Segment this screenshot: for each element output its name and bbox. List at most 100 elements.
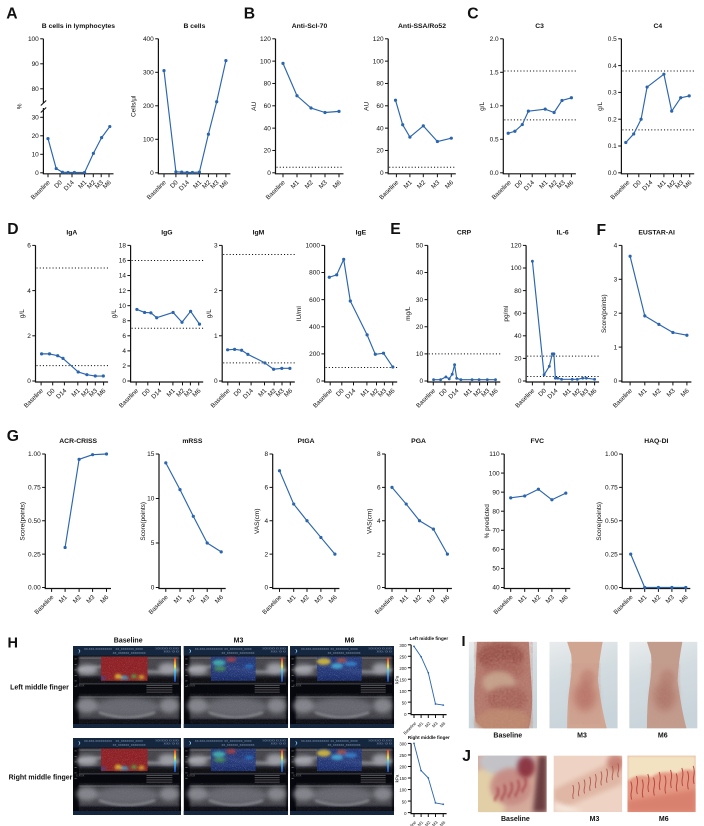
svg-text:Baseline: Baseline [612,594,634,616]
svg-text:0: 0 [518,378,522,385]
svg-text:0.0: 0.0 [608,170,617,177]
svg-text:M3: M3 [183,387,194,398]
svg-text:M2: M2 [424,720,432,728]
svg-text:X XX/X: X XX/X [187,683,196,687]
svg-text:2: 2 [27,333,31,340]
svg-text:0: 0 [122,378,126,385]
svg-text:0.5: 0.5 [608,36,617,43]
svg-text:Baseline: Baseline [265,179,287,201]
svg-text:12: 12 [119,288,127,295]
svg-text:XX_XXXXXX_XXXXXXXX: XX_XXXXXX_XXXXXXXX [328,743,361,747]
svg-text:XXXX / XX XX: XXXX / XX XX [377,742,393,745]
svg-text:1.00: 1.00 [605,451,618,458]
svg-text:VAS(cm): VAS(cm) [254,508,261,534]
svg-text:Baseline: Baseline [30,179,52,201]
svg-text:IU/ml: IU/ml [296,306,303,322]
svg-text:M6: M6 [558,594,569,605]
svg-text:VAS(cm): VAS(cm) [367,508,374,534]
svg-text:CRP: CRP [457,230,472,237]
svg-text:0: 0 [419,378,423,385]
svg-text:M6: M6 [191,387,202,398]
svg-text:Baseline: Baseline [493,733,522,740]
svg-text:0.25: 0.25 [28,551,41,558]
svg-text:XXXX / XX XX: XXXX / XX XX [164,742,180,745]
svg-text:2: 2 [264,551,268,558]
svg-text:3: 3 [614,277,618,284]
svg-text:Cells/μl: Cells/μl [131,95,138,117]
svg-text:AU: AU [364,101,371,110]
svg-text:0.4: 0.4 [608,63,617,70]
svg-text:B cells: B cells [183,23,205,30]
svg-text:D14: D14 [447,387,460,400]
svg-text:J: J [462,748,471,765]
svg-text:M3: M3 [480,387,491,398]
svg-text:B cells in lymphocytes: B cells in lymphocytes [42,23,116,30]
svg-text:4: 4 [614,243,618,250]
svg-text:Baseline: Baseline [609,179,631,201]
svg-text:M1: M1 [637,594,648,605]
svg-text:M2: M2 [412,594,423,605]
svg-text:0.50: 0.50 [605,518,618,525]
svg-text:600: 600 [309,297,320,304]
svg-text:2.0: 2.0 [490,36,499,43]
svg-text:300: 300 [399,742,407,747]
svg-text:150: 150 [399,677,407,682]
svg-text:Left middle finger: Left middle finger [410,636,449,641]
svg-text:M2: M2 [369,387,380,398]
svg-text:M6: M6 [345,638,355,645]
svg-text:M3: M3 [556,179,567,190]
svg-text:Baseline: Baseline [378,179,400,201]
svg-text:M2: M2 [86,179,97,190]
svg-text:g/L: g/L [19,309,26,318]
svg-text:18: 18 [119,243,127,250]
svg-text:I: I [462,634,466,650]
svg-text:0.2: 0.2 [608,116,617,123]
svg-text:PGA: PGA [411,438,426,445]
svg-text:X XX/X: X XX/X [76,773,85,777]
svg-text:D0: D0 [53,179,64,190]
svg-text:M1: M1 [257,387,268,398]
svg-text:4: 4 [27,288,31,295]
svg-text:M1: M1 [286,594,297,605]
svg-text:XX-XXX-XXXXXXXXX: XX-XXX-XXXXXXXXX [301,739,329,743]
svg-text:D14: D14 [178,179,191,192]
svg-text:D0: D0 [632,179,643,190]
svg-text:Right middle finger: Right middle finger [408,735,450,740]
svg-text:M1: M1 [463,387,474,398]
svg-text:g/L: g/L [111,309,118,318]
svg-text:6: 6 [122,333,126,340]
svg-text:IgE: IgE [356,230,367,237]
svg-text:1.5: 1.5 [490,70,499,77]
svg-text:M3: M3 [85,594,96,605]
svg-text:H: H [8,636,18,652]
svg-text:M3: M3 [577,733,587,740]
svg-text:Baseline: Baseline [33,594,55,616]
svg-text:XX_XXXXXXX_XXXX: XX_XXXXXXX_XXXX [224,647,251,651]
svg-text:XX_XXXXXXX_XXXX: XX_XXXXXXX_XXXX [330,739,357,743]
svg-text:Baseline: Baseline [514,387,536,409]
svg-text:4: 4 [264,518,268,525]
svg-text:1.00: 1.00 [28,451,41,458]
svg-text:HAQ-DI: HAQ-DI [644,438,668,445]
svg-text:M1: M1 [517,594,528,605]
svg-text:M6: M6 [678,594,689,605]
svg-text:F: F [597,222,607,239]
svg-text:Baseline: Baseline [23,387,45,409]
svg-text:M3: M3 [545,594,556,605]
svg-text:Baseline: Baseline [148,594,170,616]
svg-text:1000: 1000 [306,243,321,250]
svg-text:90: 90 [32,61,40,68]
svg-text:XX_XXXXXXX_XXXX: XX_XXXXXXX_XXXX [330,647,357,651]
svg-text:M2: M2 [267,387,278,398]
svg-text:kPa: kPa [394,675,399,683]
svg-text:40: 40 [376,125,384,132]
svg-text:60: 60 [376,103,384,110]
svg-text:Baseline: Baseline [501,816,530,823]
svg-text:M6: M6 [328,594,339,605]
svg-text:80: 80 [376,81,384,88]
svg-text:4: 4 [377,518,381,525]
svg-text:XX-XXX-XXXXXXXXX: XX-XXX-XXXXXXXXX [84,647,112,651]
svg-text:M6: M6 [680,387,691,398]
svg-text:20: 20 [416,324,424,331]
svg-text:Left middle finger: Left middle finger [10,685,69,692]
